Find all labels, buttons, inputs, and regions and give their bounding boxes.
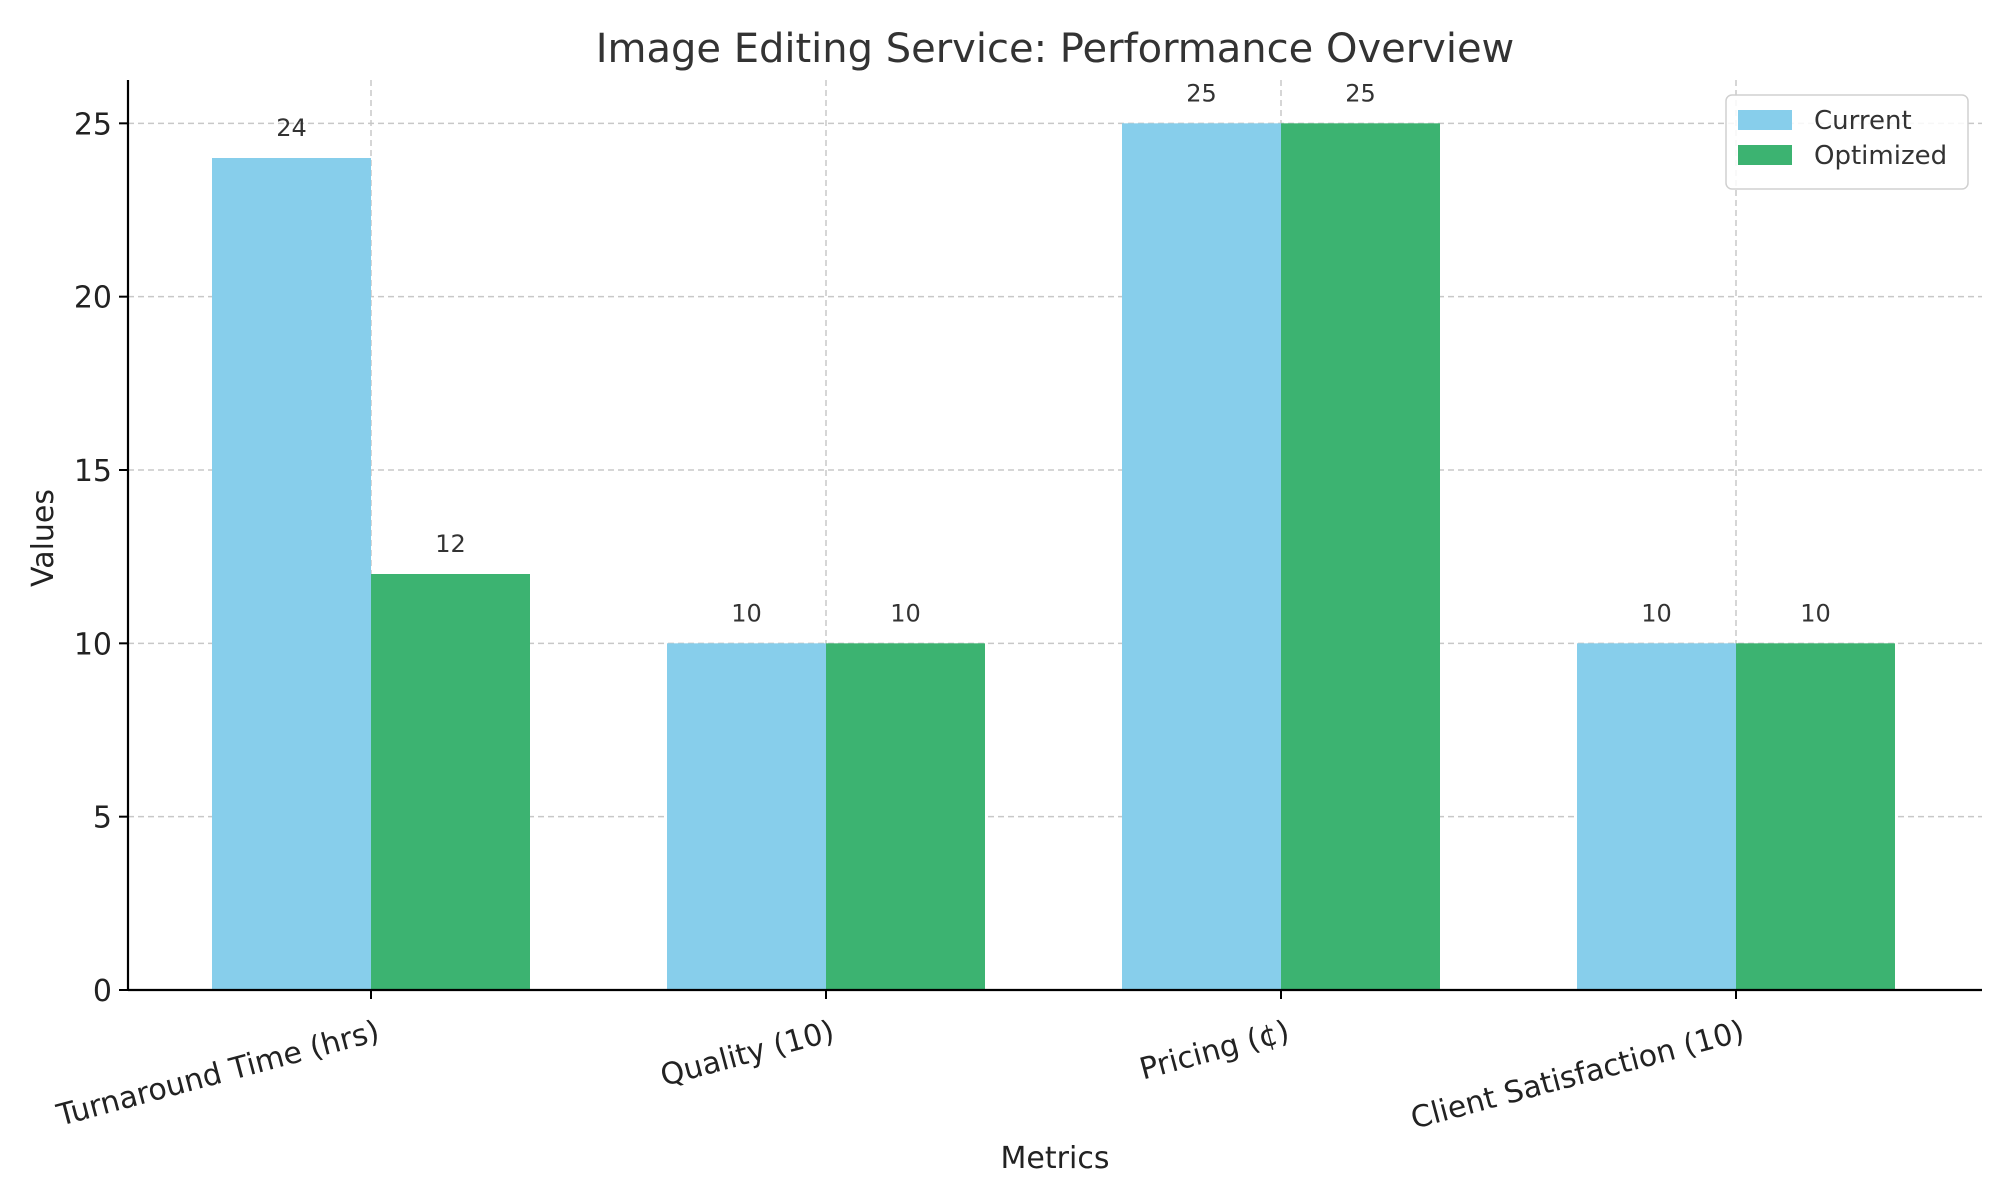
legend-label-current: Current (1814, 106, 1912, 136)
data-label: 25 (1186, 79, 1217, 107)
label-layer: 24 10 25 10 12 10 25 10 (276, 79, 1831, 627)
data-label: 10 (731, 599, 762, 627)
legend-swatch-current (1738, 110, 1792, 130)
data-label: 10 (890, 599, 921, 627)
y-tick-label: 15 (74, 454, 112, 489)
bar-layer (212, 123, 1895, 991)
y-tick-label: 0 (93, 974, 112, 1009)
data-label: 25 (1345, 79, 1376, 107)
bar-optimized-0 (371, 574, 530, 990)
y-tick-label: 10 (74, 627, 112, 662)
y-tick-label: 25 (74, 107, 112, 142)
bar-current-0 (212, 158, 371, 990)
bar-optimized-3 (1736, 643, 1895, 990)
legend: Current Optimized (1725, 94, 1969, 190)
x-axis-label: Metrics (1001, 1141, 1110, 1176)
legend-swatch-optimized (1738, 145, 1792, 165)
bar-current-3 (1577, 643, 1736, 990)
x-tick-label: Pricing (¢) (1136, 1014, 1293, 1087)
legend-label-optimized: Optimized (1814, 141, 1947, 171)
data-label: 12 (435, 530, 466, 558)
data-label: 10 (1641, 599, 1672, 627)
x-tick-label: Turnaround Time (hrs) (52, 1014, 383, 1134)
x-tick-label: Quality (10) (657, 1014, 838, 1094)
bar-current-2 (1122, 123, 1281, 991)
data-label: 10 (1800, 599, 1831, 627)
x-tick-label: Client Satisfaction (10) (1407, 1014, 1748, 1137)
y-axis-label: Values (26, 489, 61, 587)
bar-current-1 (667, 643, 826, 990)
bar-optimized-2 (1281, 123, 1440, 991)
data-label: 24 (276, 114, 307, 142)
y-tick-label: 5 (93, 801, 112, 836)
y-tick-label: 20 (74, 281, 112, 316)
bar-optimized-1 (826, 643, 985, 990)
chart-title: Image Editing Service: Performance Overv… (596, 26, 1515, 72)
